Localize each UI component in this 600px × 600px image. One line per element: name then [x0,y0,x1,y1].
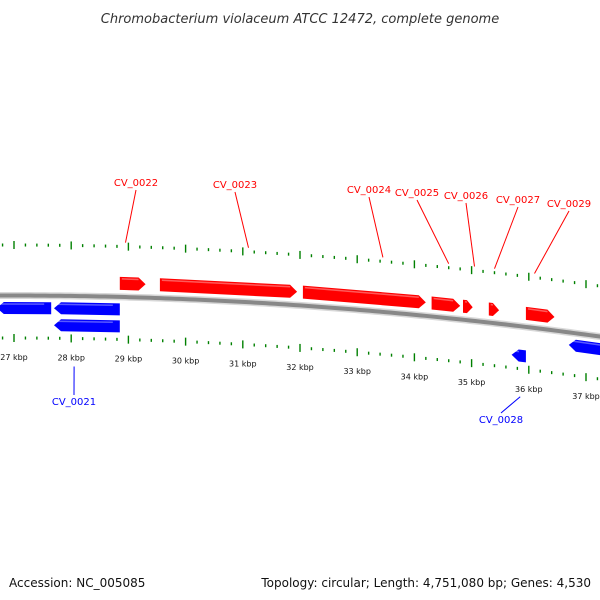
forward-gene-label[interactable]: CV_0027 [496,195,540,206]
reverse-gene-arrow-highlight [513,349,520,353]
genome-summary-text: Topology: circular; Length: 4,751,080 bp… [260,576,591,590]
axis-label-track: 27 kbp 28 kbp 29 kbp 30 kbp 31 kbp 32 kbp 33 k… [0,353,600,401]
forward-gene-arrow-highlight [490,303,494,306]
forward-leader-line [534,210,570,274]
forward-gene-arrow[interactable] [488,302,500,317]
forward-leader-line [416,199,450,264]
reverse-gene-label[interactable]: CV_0021 [52,397,96,408]
forward-gene-arrow[interactable] [119,276,146,291]
forward-gene-label[interactable]: CV_0023 [213,180,257,191]
forward-gene-label[interactable]: CV_0029 [547,199,591,210]
forward-gene-label[interactable]: CV_0024 [347,185,391,196]
reverse-gene-arrow-highlight [570,340,600,346]
forward-gene-arrow[interactable] [159,278,298,298]
inner-tick-track [1,334,599,382]
forward-gene-label[interactable]: CV_0026 [444,191,488,202]
forward-leader-line [368,196,384,258]
axis-tick-label: 34 kbp [401,372,429,381]
forward-gene-arrow[interactable] [431,296,461,312]
axis-tick-label: 29 kbp [115,355,143,364]
reverse-leader-line [500,396,521,414]
axis-tick-label: 32 kbp [286,363,314,372]
gene-annotation-layer: CV_0022 CV_0023 CV_0024 CV_0025 CV_0026 CV_00… [52,178,591,426]
backbone-line [0,293,600,339]
axis-tick-label: 33 kbp [343,367,371,376]
forward-gene-arrow[interactable] [463,299,473,314]
axis-tick-label: 28 kbp [57,353,85,362]
forward-gene-arrow[interactable] [525,306,555,323]
forward-gene-arrow-highlight [121,278,139,281]
gene-track [0,276,600,363]
forward-leader-line [465,202,475,267]
accession-text: Accession: NC_005085 [9,576,145,590]
forward-gene-arrow[interactable] [302,285,426,309]
forward-gene-arrow-highlight [527,308,548,313]
axis-tick-label: 30 kbp [172,357,200,366]
forward-leader-line [494,206,519,269]
axis-tick-label: 36 kbp [515,385,543,394]
axis-tick-label: 31 kbp [229,359,257,368]
reverse-gene-arrow[interactable] [568,339,600,358]
forward-gene-label[interactable]: CV_0022 [114,178,158,189]
forward-gene-label[interactable]: CV_0025 [395,188,439,199]
forward-gene-arrow-highlight [161,279,291,288]
genome-backbone [0,292,600,341]
axis-tick-label: 27 kbp [0,353,28,362]
reverse-gene-arrow[interactable] [0,302,52,315]
reverse-gene-arrow[interactable] [54,319,120,333]
reverse-gene-arrow[interactable] [54,302,120,316]
reverse-gene-arrow-highlight [56,320,113,323]
reverse-gene-arrow[interactable] [511,349,526,363]
outer-tick-track [1,241,599,289]
reverse-gene-label[interactable]: CV_0028 [479,415,523,426]
reverse-gene-arrow-highlight [56,303,113,306]
forward-gene-arrow-highlight [433,297,454,302]
map-title: Chromobacterium violaceum ATCC 12472, co… [101,12,499,27]
forward-gene-arrow-highlight [304,286,419,298]
axis-tick-label: 35 kbp [458,378,486,387]
forward-leader-line [234,191,249,248]
axis-tick-label: 37 kbp [572,392,600,401]
forward-leader-line [125,189,137,243]
